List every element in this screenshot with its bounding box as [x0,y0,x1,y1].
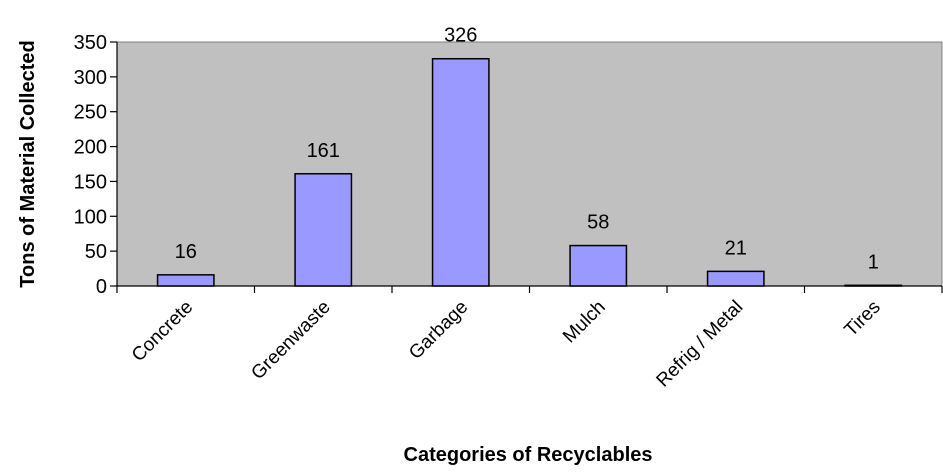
y-tick-label: 50 [85,241,107,263]
y-tick-label: 0 [96,276,107,298]
data-labels: 16 161 326 58 21 1 [175,25,879,274]
data-label: 58 [587,212,609,234]
category-label: Mulch [559,297,610,348]
data-label: 161 [307,140,340,162]
x-axis-title: Categories of Recyclables [404,444,653,466]
category-label: Refrig / Metal [653,297,748,392]
data-label: 326 [444,25,477,47]
category-label: Concrete [128,297,197,366]
data-label: 21 [725,237,747,259]
bar-refrig-metal [706,270,765,287]
plot-area [116,41,943,287]
category-label: Garbage [405,297,472,364]
x-axis [116,285,943,293]
bar-concrete [156,274,215,287]
data-label: 1 [868,251,879,273]
bar-garbage [431,57,490,287]
category-labels: Concrete Greenwaste Garbage Mulch Refrig / M… [128,297,885,392]
y-tick-label: 150 [74,171,107,193]
data-label: 16 [175,241,197,263]
category-label: Greenwaste [247,297,334,384]
category-label: Tires [841,297,885,341]
y-tick-label: 350 [74,32,107,54]
y-axis-title: Tons of Material Collected [17,40,39,287]
y-axis: 0 50 100 150 200 250 300 350 [74,32,118,298]
y-tick-label: 300 [74,67,107,89]
y-tick-label: 200 [74,137,107,159]
y-tick-label: 250 [74,102,107,124]
bar-mulch [569,244,628,287]
bars [156,57,903,287]
bar-tires [844,284,903,287]
bar-greenwaste [294,173,353,287]
y-tick-label: 100 [74,206,107,228]
